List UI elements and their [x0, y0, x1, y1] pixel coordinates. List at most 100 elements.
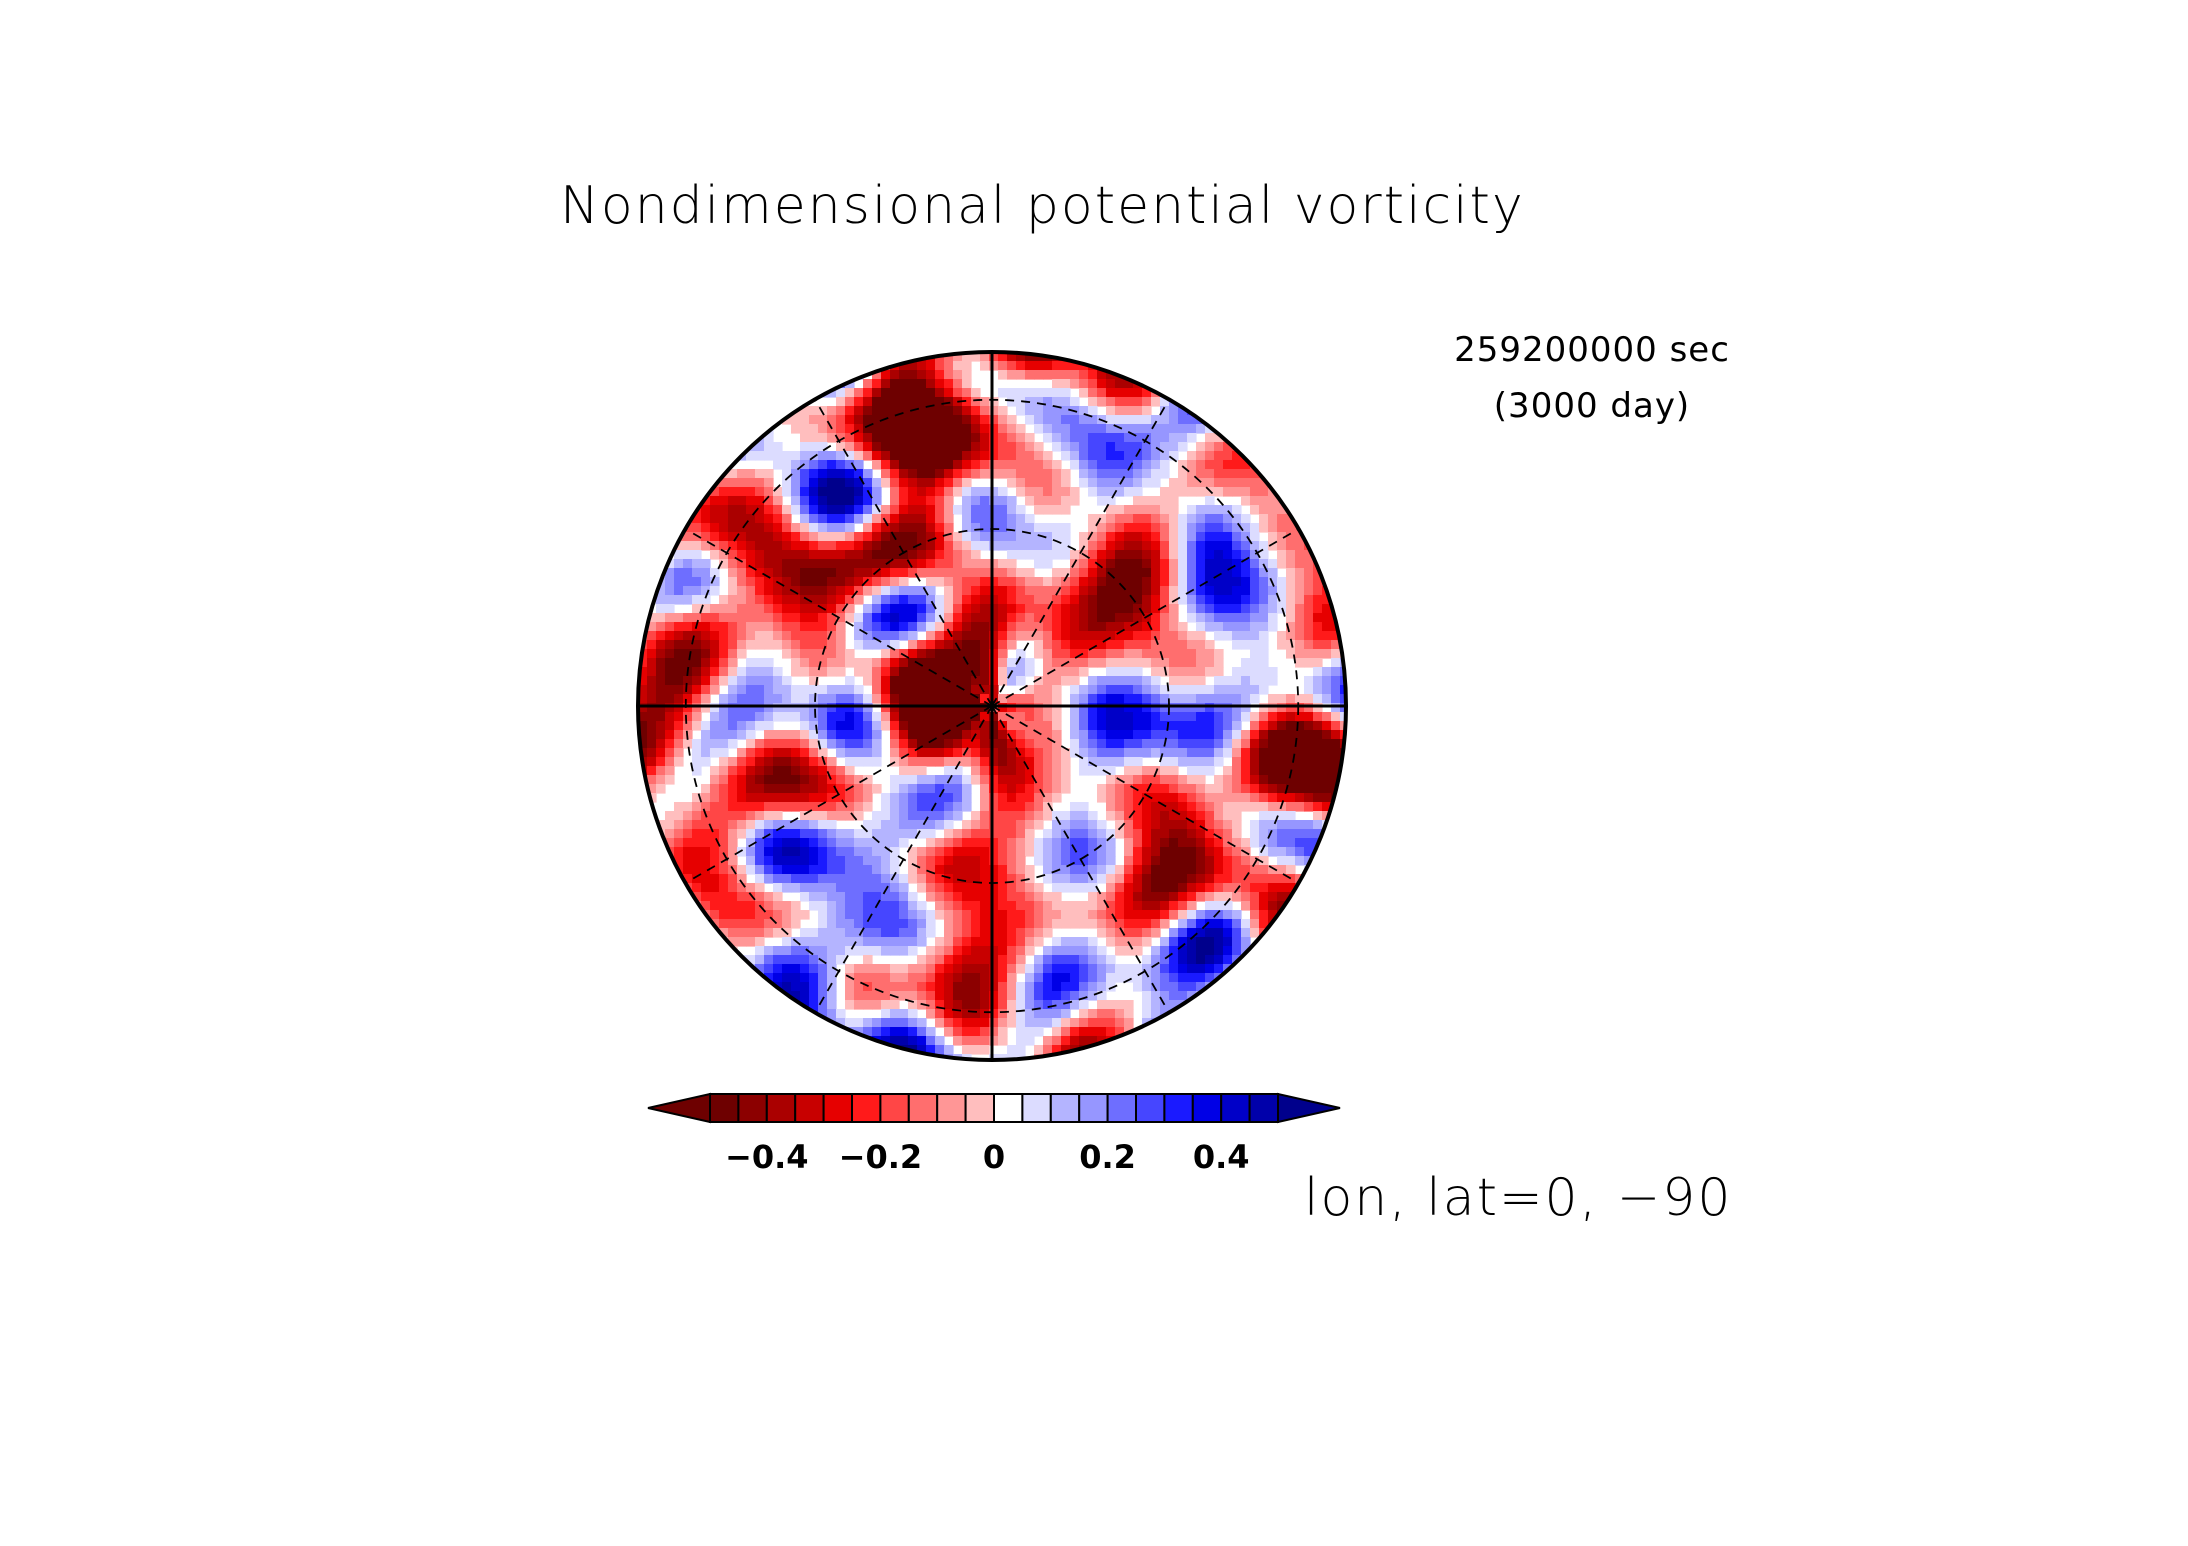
field-cell — [1160, 1018, 1170, 1028]
field-cell — [1034, 937, 1044, 947]
field-cell — [782, 982, 792, 992]
field-cell — [1079, 442, 1089, 452]
field-cell — [1043, 361, 1053, 371]
field-cell — [764, 811, 774, 821]
field-cell — [1187, 604, 1197, 614]
field-cell — [1007, 937, 1017, 947]
field-cell — [773, 460, 783, 470]
field-cell — [1169, 856, 1179, 866]
field-cell — [1277, 865, 1287, 875]
field-cell — [1124, 406, 1134, 416]
field-cell — [836, 604, 846, 614]
field-cell — [638, 658, 648, 668]
field-cell — [1142, 784, 1152, 794]
field-cell — [1205, 847, 1215, 857]
field-cell — [1025, 568, 1035, 578]
field-cell — [692, 604, 702, 614]
field-cell — [791, 766, 801, 776]
field-cell — [1142, 577, 1152, 587]
field-cell — [647, 694, 657, 704]
field-cell — [908, 991, 918, 1001]
field-cell — [719, 541, 729, 551]
field-cell — [1133, 550, 1143, 560]
field-cell — [899, 1018, 909, 1028]
field-cell — [1295, 712, 1305, 722]
field-cell — [1178, 415, 1188, 425]
field-cell — [971, 721, 981, 731]
field-cell — [881, 532, 891, 542]
field-cell — [656, 730, 666, 740]
field-cell — [1115, 460, 1125, 470]
field-cell — [1088, 721, 1098, 731]
field-cell — [944, 928, 954, 938]
field-cell — [1304, 874, 1314, 884]
field-cell — [1196, 469, 1206, 479]
field-cell — [908, 649, 918, 659]
field-cell — [1214, 649, 1224, 659]
field-cell — [701, 748, 711, 758]
field-cell — [1034, 784, 1044, 794]
field-cell — [1007, 991, 1017, 1001]
field-cell — [1151, 514, 1161, 524]
field-cell — [791, 424, 801, 434]
field-cell — [953, 379, 963, 389]
field-cell — [1115, 946, 1125, 956]
field-cell — [1034, 577, 1044, 587]
field-cell — [1160, 451, 1170, 461]
field-cell — [872, 721, 882, 731]
field-cell — [863, 523, 873, 533]
field-cell — [1295, 757, 1305, 767]
field-cell — [1187, 991, 1197, 1001]
field-cell — [890, 928, 900, 938]
field-cell — [1214, 748, 1224, 758]
field-cell — [935, 640, 945, 650]
colorbar-over-triangle — [1277, 1092, 1341, 1124]
field-cell — [908, 1054, 918, 1060]
field-cell — [1169, 442, 1179, 452]
field-cell — [1196, 523, 1206, 533]
field-cell — [1007, 829, 1017, 839]
field-cell — [971, 910, 981, 920]
field-cell — [1061, 397, 1071, 407]
field-cell — [800, 973, 810, 983]
field-cell — [737, 721, 747, 731]
field-cell — [683, 829, 693, 839]
field-cell — [782, 793, 792, 803]
field-cell — [935, 901, 945, 911]
field-cell — [1214, 604, 1224, 614]
field-cell — [791, 910, 801, 920]
field-cell — [737, 622, 747, 632]
field-cell — [1061, 595, 1071, 605]
field-cell — [1034, 703, 1044, 713]
field-cell — [809, 757, 819, 767]
field-cell — [737, 568, 747, 578]
field-cell — [890, 505, 900, 515]
field-cell — [1169, 946, 1179, 956]
field-cell — [809, 469, 819, 479]
field-cell — [1124, 865, 1134, 875]
field-cell — [1034, 883, 1044, 893]
field-cell — [1106, 532, 1116, 542]
field-cell — [926, 946, 936, 956]
field-cell — [1142, 532, 1152, 542]
field-cell — [1232, 667, 1242, 677]
field-cell — [1250, 496, 1260, 506]
field-cell — [1331, 757, 1341, 767]
field-cell — [773, 775, 783, 785]
field-cell — [773, 928, 783, 938]
field-cell — [989, 811, 999, 821]
field-cell — [782, 685, 792, 695]
field-cell — [719, 802, 729, 812]
field-cell — [1106, 829, 1116, 839]
field-cell — [656, 784, 666, 794]
field-cell — [1115, 622, 1125, 632]
field-cell — [935, 460, 945, 470]
colorbar-swatch — [993, 1093, 1024, 1123]
field-cell — [1079, 613, 1089, 623]
field-cell — [926, 811, 936, 821]
field-cell — [1016, 370, 1026, 380]
field-cell — [773, 694, 783, 704]
field-cell — [665, 649, 675, 659]
field-cell — [800, 568, 810, 578]
field-cell — [683, 640, 693, 650]
